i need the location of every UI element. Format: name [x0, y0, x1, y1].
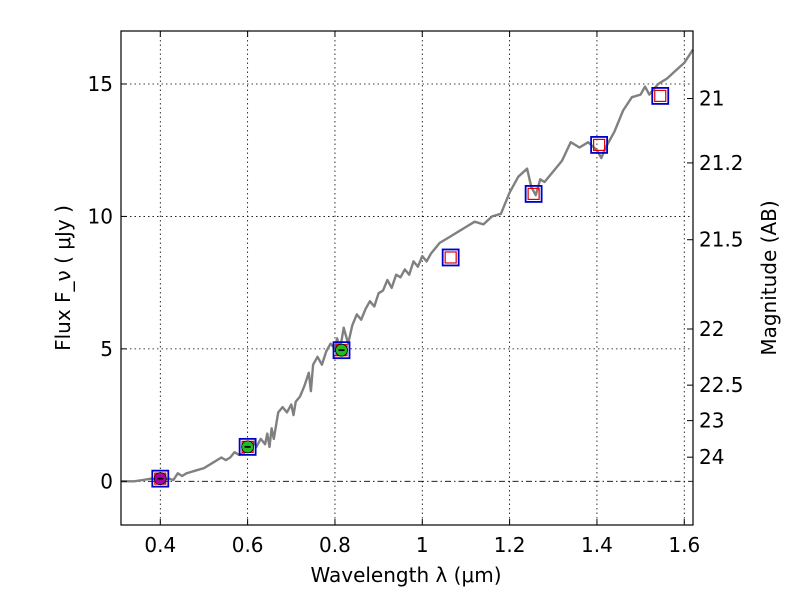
x-tick-label: 0.4: [144, 533, 176, 557]
photometry-markers: [151, 86, 670, 488]
y2-axis-label: Magnitude (AB): [757, 200, 781, 355]
photometry-square-inner: [654, 89, 667, 102]
photometry-square-inner: [593, 138, 606, 151]
photometry-square-outer: [590, 135, 609, 154]
photometry-square-outer: [524, 185, 543, 203]
y2-axis-ticks: 21 21.2 21.5 22 22.5 23 24: [687, 87, 744, 469]
y-axis-label: Flux F_ν ( μJy ): [51, 205, 75, 351]
y-axis-label-group: Flux F_ν ( μJy ): [51, 205, 75, 351]
spectrum-line: [121, 48, 695, 483]
x-tick-label: 0.8: [319, 533, 351, 557]
x-tick-label: 0.6: [232, 533, 264, 557]
y2-tick-label: 21: [699, 87, 724, 111]
y-tick-label: 0: [100, 469, 113, 493]
plot-frame: [120, 30, 694, 526]
photometry-square-outer: [332, 341, 351, 360]
x-axis-ticks: 0.4 0.6 0.8 1 1.2 1.4 1.6: [144, 31, 700, 557]
photometry-square-outer: [651, 86, 670, 105]
x-tick-label: 1: [416, 533, 429, 557]
spectrum-series: [121, 48, 695, 483]
y2-tick-label: 23: [699, 409, 724, 433]
y-tick-label: 15: [88, 72, 113, 96]
photometry-square-outer: [151, 469, 170, 488]
x-tick-label: 1.2: [494, 533, 526, 557]
y2-axis-label-group: Magnitude (AB): [757, 200, 781, 355]
y-axis-ticks: 0 5 10 15: [88, 72, 127, 493]
y2-tick-label: 22: [699, 317, 724, 341]
x-axis-label: Wavelength λ (μm): [310, 563, 501, 587]
x-tick-label: 1.4: [581, 533, 613, 557]
photometry-square-inner: [527, 187, 540, 201]
x-tick-label: 1.6: [668, 533, 700, 557]
y-tick-label: 5: [100, 337, 113, 361]
y-tick-label: 10: [88, 204, 113, 228]
photometry-square-inner: [444, 251, 457, 264]
photometry-square-outer: [441, 248, 460, 267]
y2-tick-label: 21.2: [699, 151, 744, 175]
y2-tick-label: 24: [699, 445, 724, 469]
photometry-square-outer: [238, 437, 257, 456]
y2-tick-label: 22.5: [699, 373, 744, 397]
y2-tick-label: 21.5: [699, 228, 744, 252]
grid-lines: [121, 31, 693, 525]
